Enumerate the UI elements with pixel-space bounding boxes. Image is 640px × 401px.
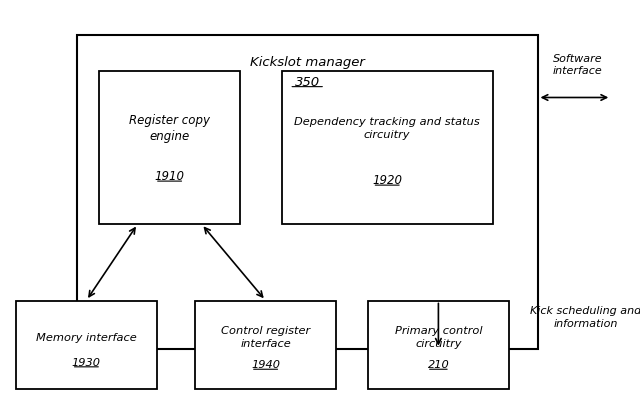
Text: 1940: 1940: [251, 359, 280, 369]
Text: Software
interface: Software interface: [552, 54, 602, 76]
Bar: [99, 72, 240, 225]
Text: Kickslot manager: Kickslot manager: [250, 56, 365, 69]
Bar: [16, 301, 157, 389]
Text: Memory interface: Memory interface: [36, 332, 137, 342]
Bar: [282, 72, 493, 225]
Text: Primary control
circuitry: Primary control circuitry: [395, 326, 482, 348]
Text: Kick scheduling and
information: Kick scheduling and information: [530, 306, 640, 328]
Bar: [368, 301, 509, 389]
Text: 1930: 1930: [72, 357, 101, 367]
Text: Register copy
engine: Register copy engine: [129, 114, 210, 143]
Text: Dependency tracking and status
circuitry: Dependency tracking and status circuitry: [294, 117, 480, 140]
Text: 1910: 1910: [155, 170, 184, 183]
Text: 350: 350: [294, 76, 320, 89]
Text: 210: 210: [428, 359, 449, 369]
Bar: [195, 301, 336, 389]
Text: 1920: 1920: [372, 174, 402, 187]
Bar: [77, 36, 538, 349]
Text: Control register
interface: Control register interface: [221, 326, 310, 348]
